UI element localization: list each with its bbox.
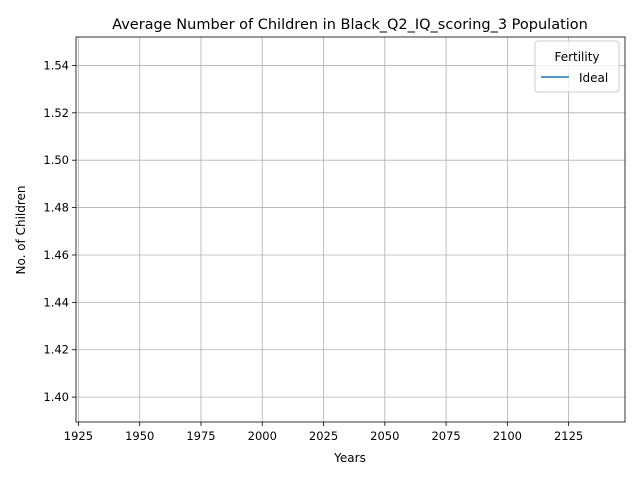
x-tick-label: 2100 [493,429,522,443]
x-axis-ticks: 1925 1950 1975 2000 2025 2050 2075 2100 2125 [64,422,583,443]
y-axis-label: No. of Children [14,185,28,274]
y-tick-label: 1.40 [43,390,69,404]
y-tick-label: 1.48 [43,201,69,215]
x-tick-label: 2050 [370,429,399,443]
x-tick-label: 2000 [248,429,277,443]
y-tick-label: 1.44 [43,295,69,309]
axes-frame [75,36,626,423]
legend-label-ideal: Ideal [579,71,608,85]
y-tick-label: 1.42 [43,343,69,357]
legend-box [534,40,620,93]
grid-lines [76,37,625,422]
x-tick-label: 1950 [125,429,154,443]
x-tick-label: 2025 [309,429,338,443]
y-tick-label: 1.54 [43,58,69,72]
y-axis-ticks: 1.40 1.42 1.44 1.46 1.48 1.50 1.52 1.54 [43,58,76,404]
legend-title: Fertility [554,50,599,64]
x-tick-label: 2125 [554,429,583,443]
x-axis-label: Years [333,451,366,465]
y-tick-label: 1.52 [43,106,69,120]
x-tick-label: 1975 [186,429,215,443]
chart-title: Average Number of Children in Black_Q2_I… [112,17,588,33]
y-tick-label: 1.50 [43,153,69,167]
x-tick-label: 2075 [431,429,460,443]
legend: Fertility Ideal [534,40,620,93]
x-tick-label: 1925 [64,429,93,443]
y-tick-label: 1.46 [43,248,69,262]
